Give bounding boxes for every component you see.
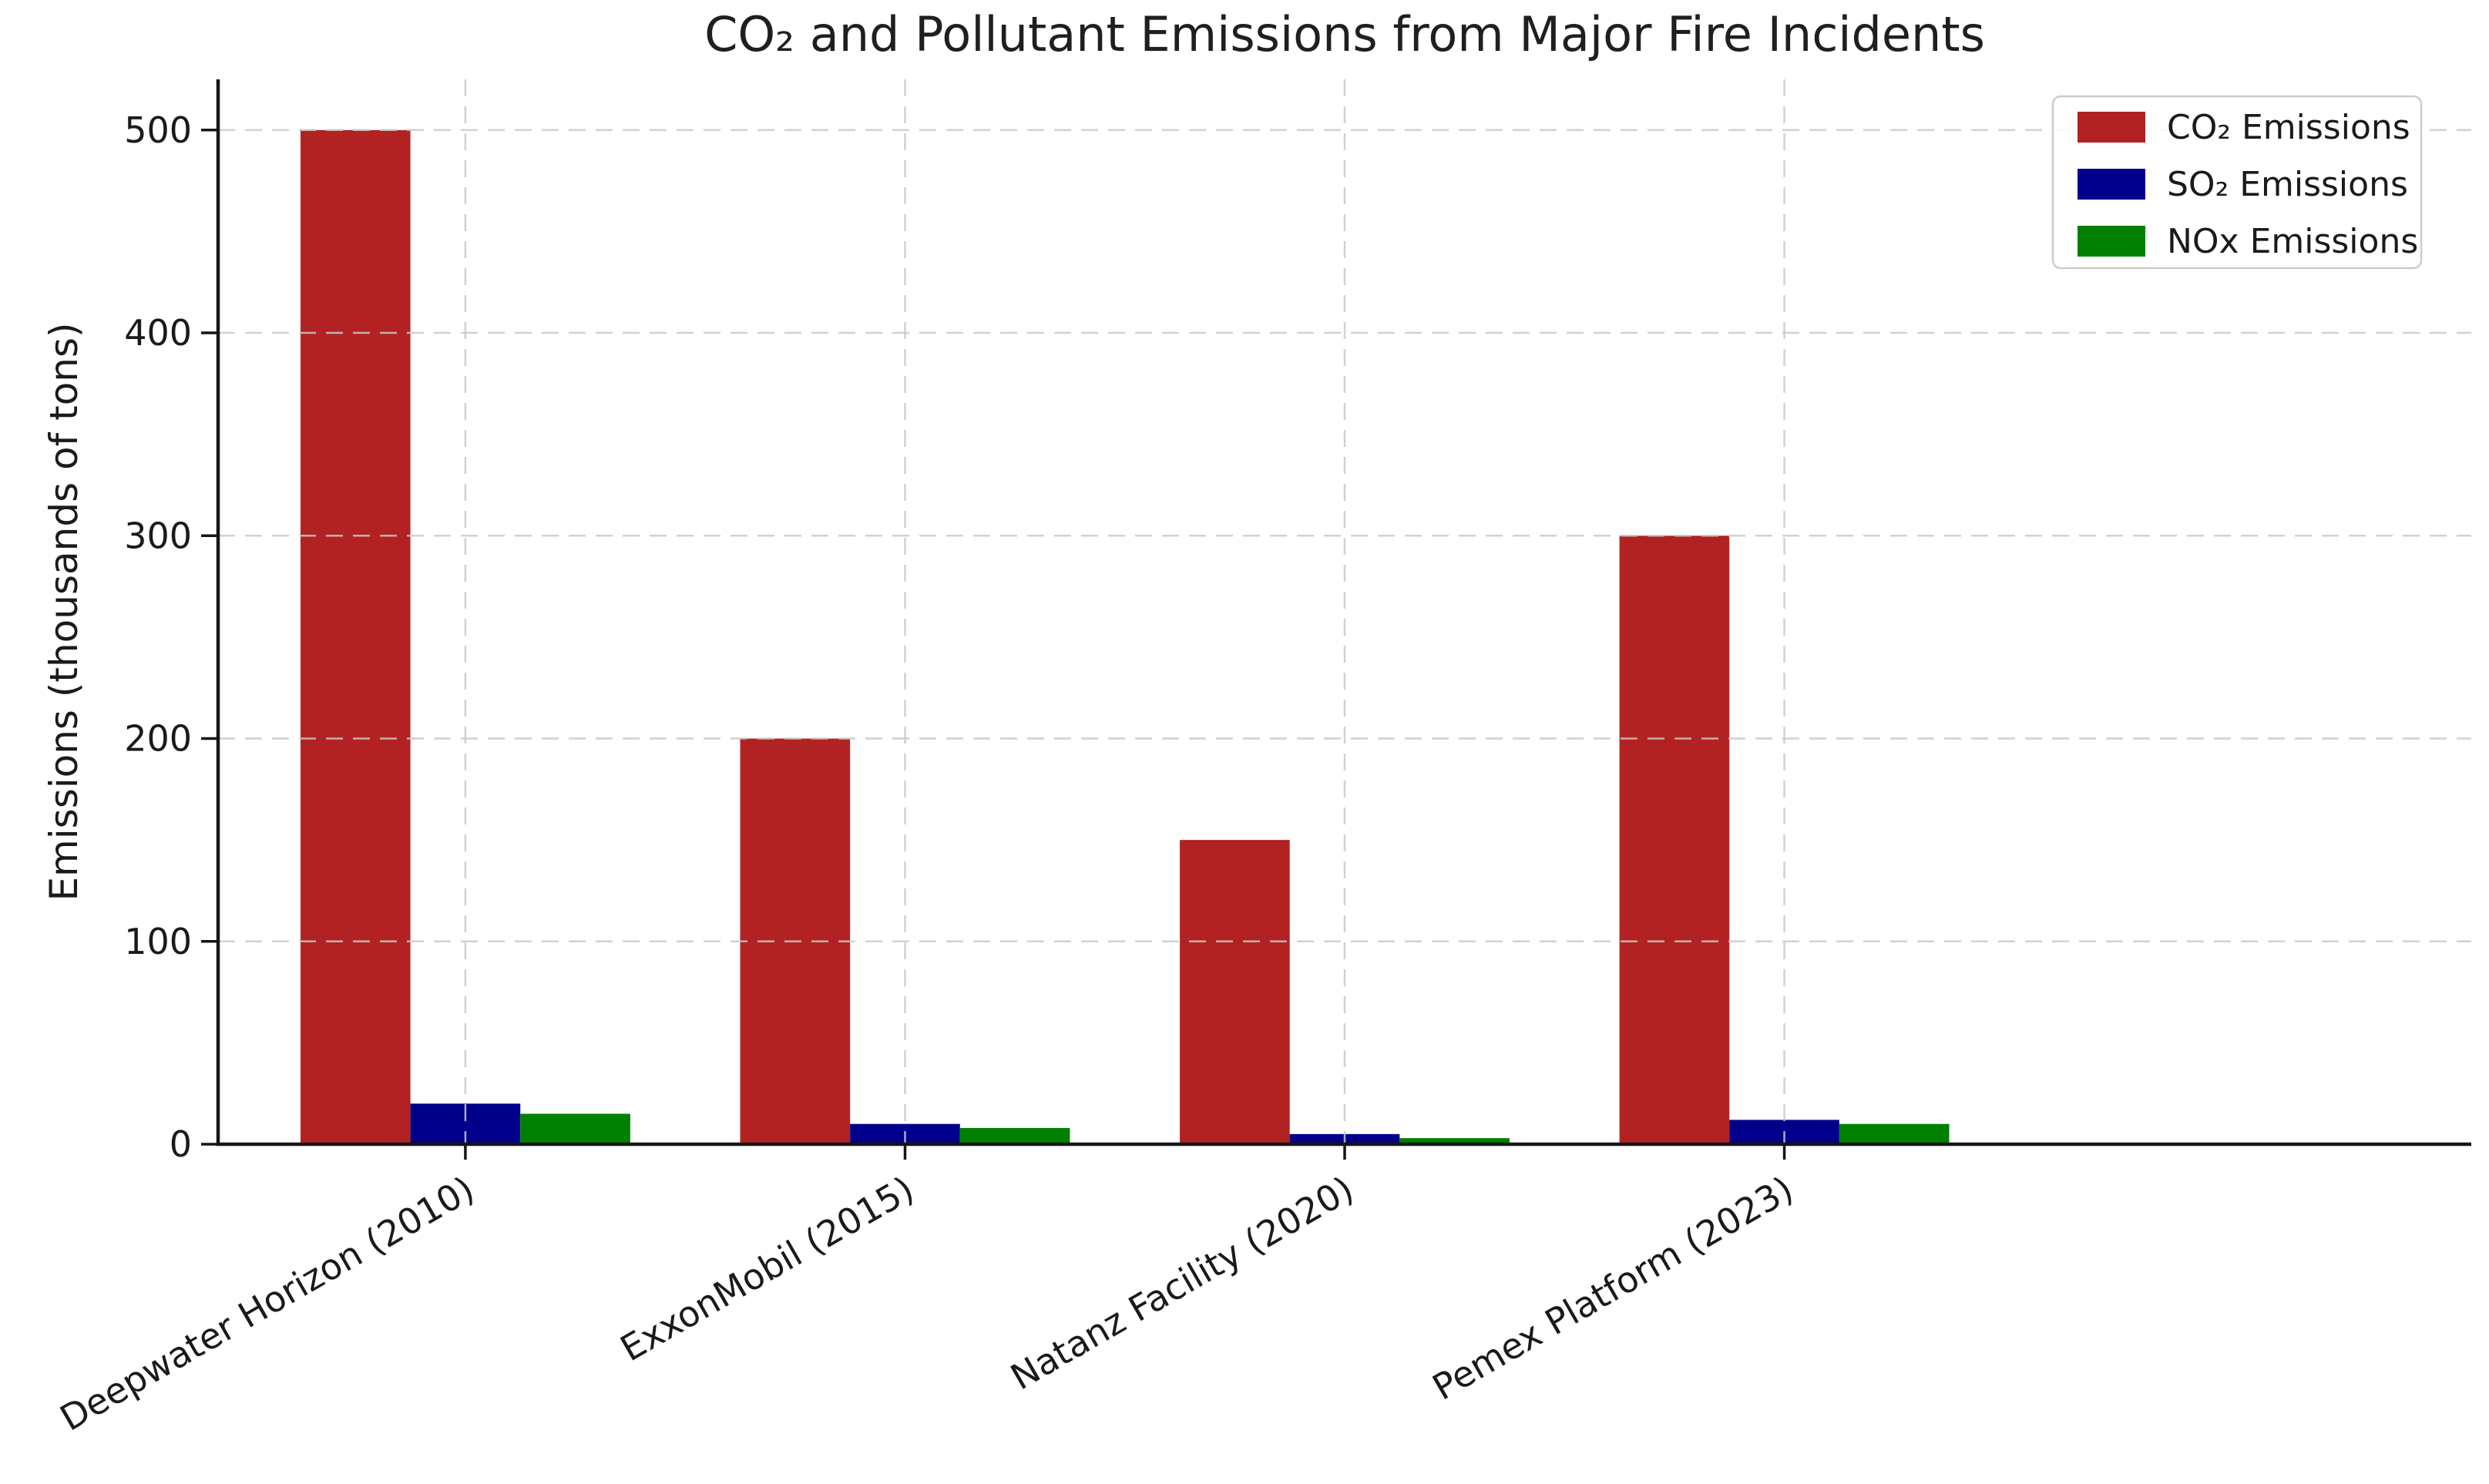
bar-nox-3 xyxy=(1839,1123,1950,1144)
legend-label-co2: CO₂ Emissions xyxy=(2167,108,2410,147)
legend-swatch-co2 xyxy=(2078,112,2145,143)
x-tick-label-0: Deepwater Horizon (2010) xyxy=(53,1168,482,1439)
legend-swatch-so2 xyxy=(2078,169,2145,200)
bar-nox-2 xyxy=(1399,1138,1510,1144)
y-tick-label-500: 500 xyxy=(124,109,192,151)
y-axis-label: Emissions (thousands of tons) xyxy=(42,322,86,901)
y-tick-label-100: 100 xyxy=(124,921,192,962)
x-tick-label-1: ExxonMobil (2015) xyxy=(613,1168,921,1370)
y-tick-label-400: 400 xyxy=(124,312,192,354)
y-tick-label-200: 200 xyxy=(124,718,192,760)
legend-label-so2: SO₂ Emissions xyxy=(2167,165,2408,204)
bar-nox-1 xyxy=(959,1127,1070,1144)
legend-label-nox: NOx Emissions xyxy=(2167,222,2418,261)
y-tick-label-300: 300 xyxy=(124,515,192,556)
legend-swatch-nox xyxy=(2078,226,2145,257)
y-tick-label-0: 0 xyxy=(170,1123,192,1165)
bar-nox-0 xyxy=(520,1113,630,1144)
x-tick-label-3: Pemex Platform (2023) xyxy=(1426,1168,1800,1408)
bar-co2-0 xyxy=(300,129,411,1144)
x-tick-label-2: Natanz Facility (2020) xyxy=(1003,1168,1360,1398)
chart-title: CO₂ and Pollutant Emissions from Major F… xyxy=(704,6,1985,62)
bar-co2-3 xyxy=(1619,536,1730,1144)
bar-co2-2 xyxy=(1180,840,1290,1144)
